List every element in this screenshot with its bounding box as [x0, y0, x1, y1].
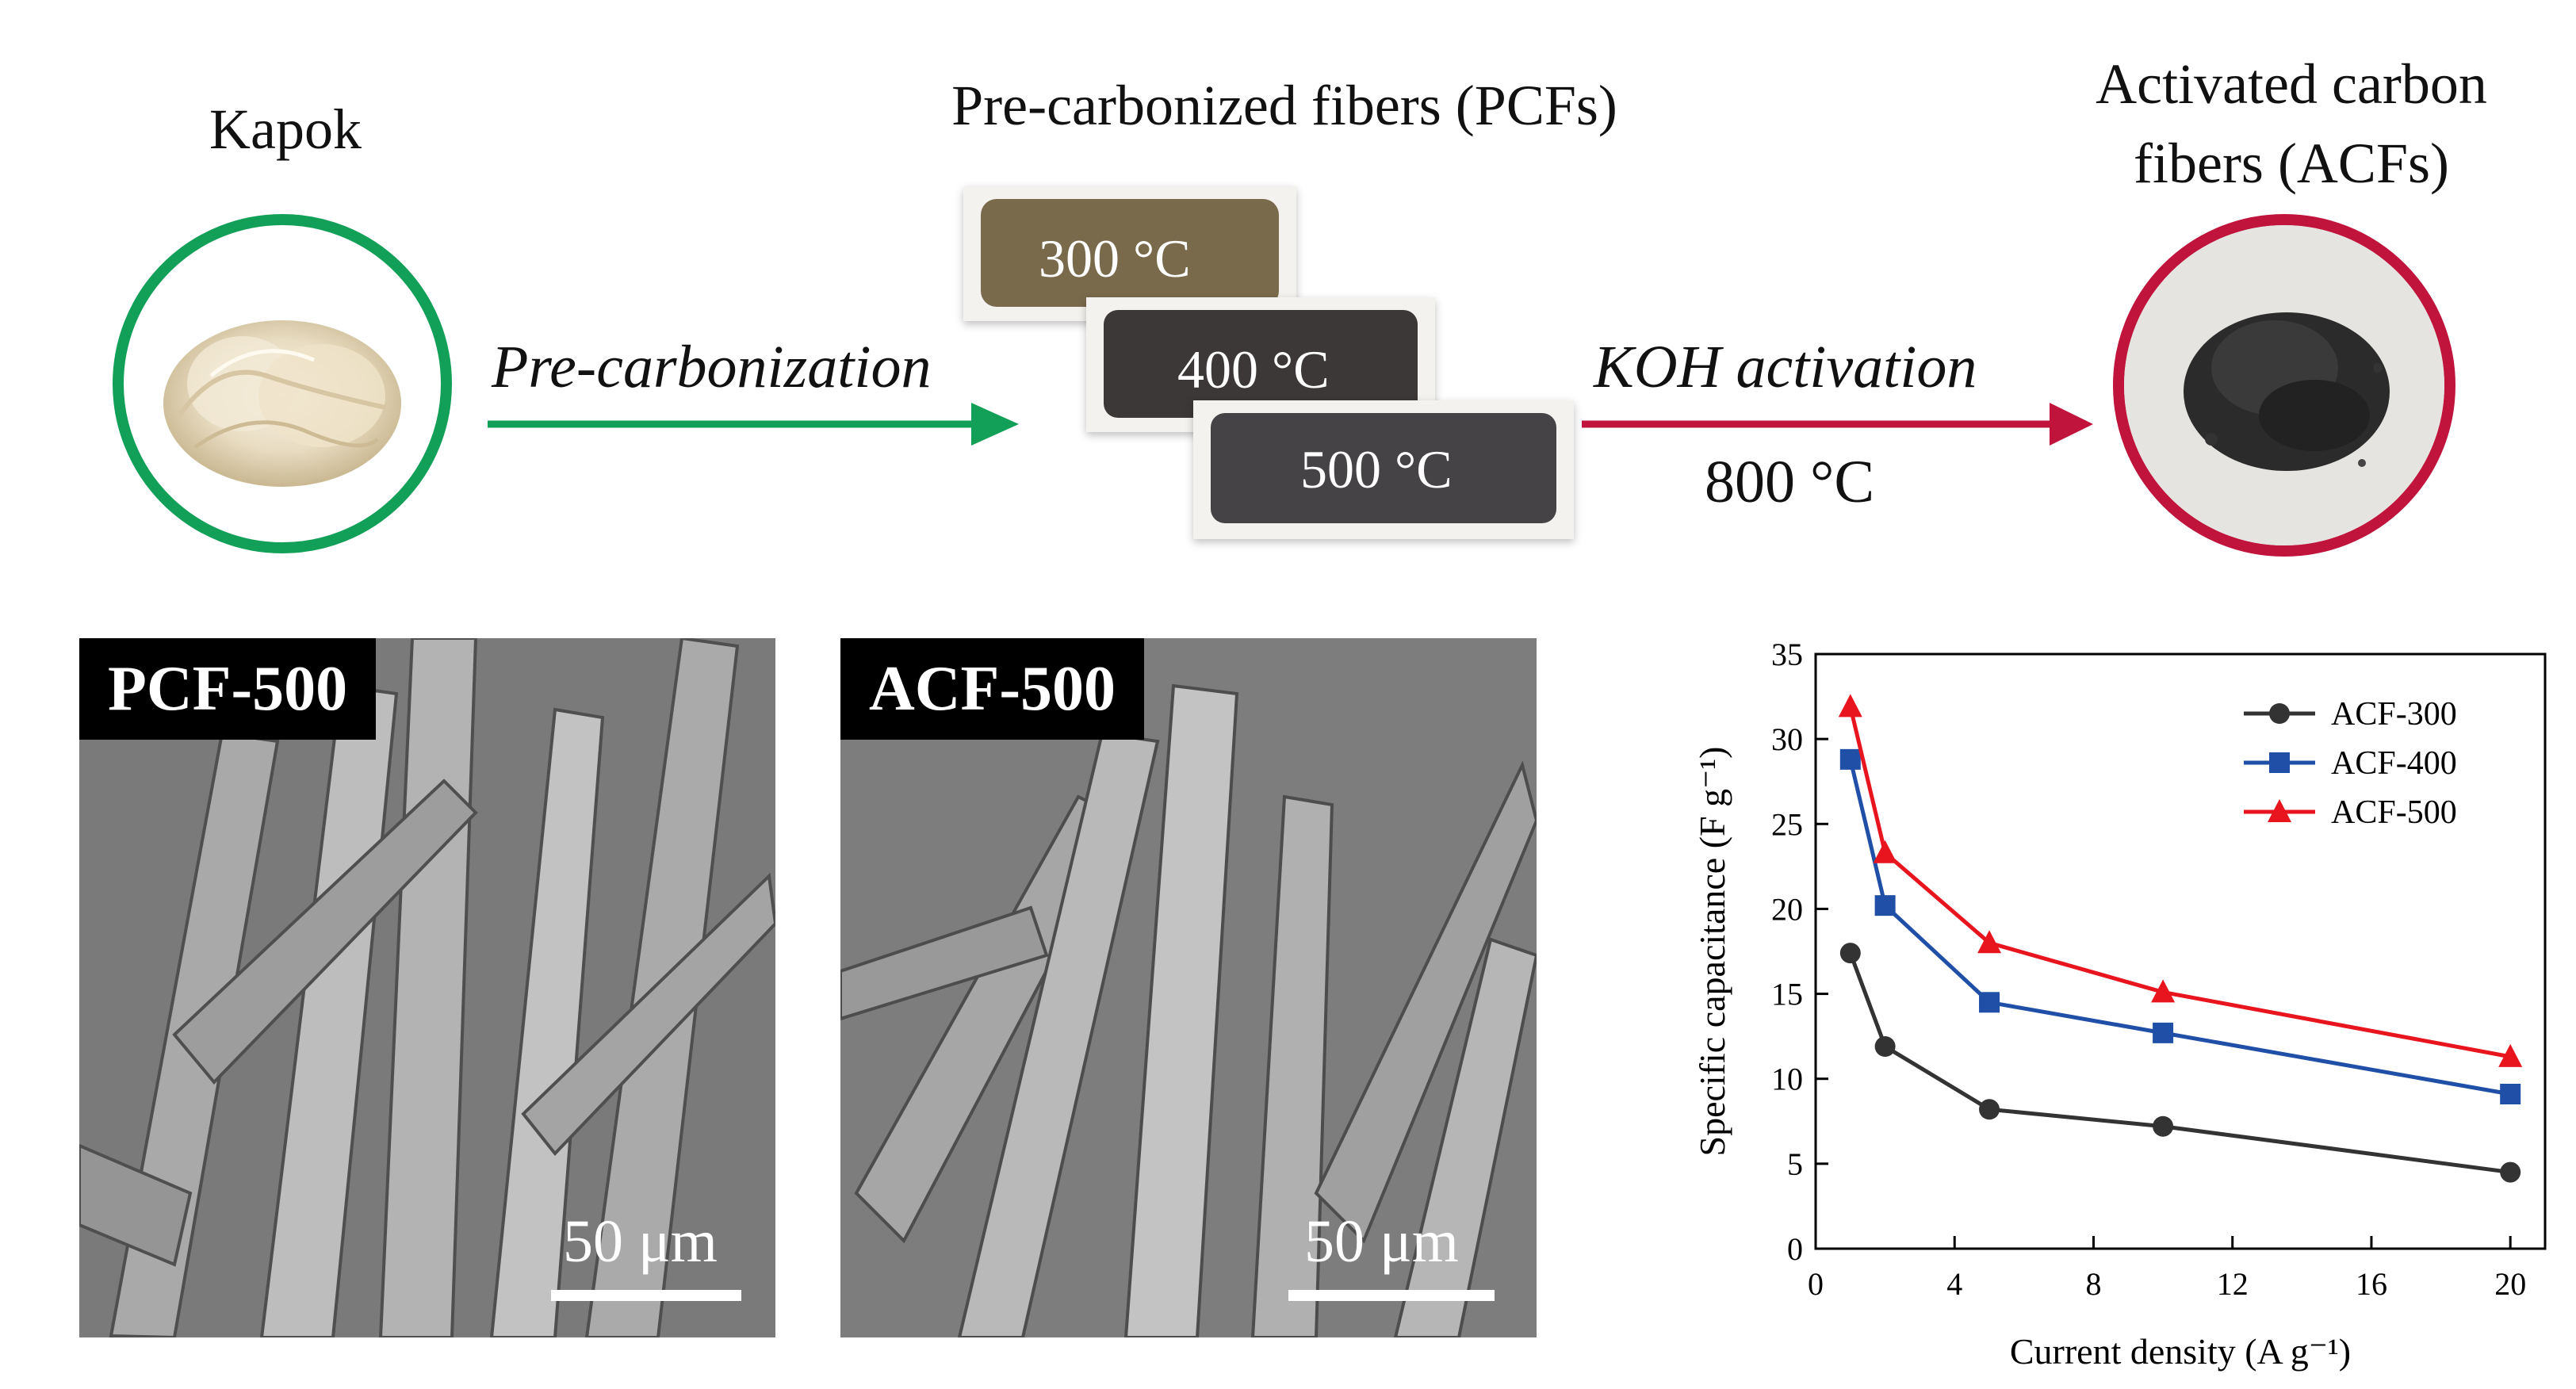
data-point-acf-400: [2500, 1084, 2521, 1104]
tray-500: 500 °C: [1193, 400, 1574, 539]
y-tick-label: 10: [1771, 1062, 1803, 1097]
data-point-acf-400: [1979, 992, 2000, 1013]
legend-marker-acf-300: [2269, 703, 2290, 724]
data-point-acf-400: [1839, 748, 1861, 770]
data-point-acf-300: [1839, 943, 1861, 964]
y-tick-label: 5: [1787, 1146, 1803, 1182]
sem-image-pcf-500: PCF-500 50 μm: [79, 638, 775, 1337]
data-point-acf-500: [1838, 694, 1862, 717]
legend-marker-acf-400: [2269, 752, 2290, 773]
x-tick-label: 8: [2085, 1266, 2101, 1302]
koh-activation-label: KOH activation: [1594, 334, 1977, 400]
legend-label-acf-500: ACF-500: [2331, 794, 2457, 831]
acf-title-line1: Activated carbon: [2096, 52, 2487, 116]
sem-fibers-pcf: [79, 638, 775, 1337]
pcf-title: Pre-carbonized fibers (PCFs): [951, 74, 1617, 137]
scale-text-pcf: 50 μm: [563, 1208, 718, 1275]
data-point-acf-500: [2151, 979, 2176, 1003]
x-tick-label: 0: [1808, 1266, 1824, 1302]
series-line-acf-300: [1848, 952, 2511, 1175]
tray-500-label: 500 °C: [1300, 439, 1453, 499]
x-axis-label: Current density (A g⁻¹): [2010, 1331, 2351, 1372]
data-point-acf-300: [1979, 1099, 2000, 1120]
data-point-acf-500: [1977, 930, 2002, 954]
data-point-acf-300: [1874, 1036, 1896, 1057]
x-tick-label: 12: [2217, 1266, 2249, 1302]
data-point-acf-500: [2498, 1043, 2523, 1067]
sem-fibers-acf: [840, 638, 1537, 1337]
x-tick-label: 16: [2356, 1266, 2387, 1302]
capacitance-chart: 0 4 8 12 16 20 0 5 10 15 20 25 30 35 Current density (…: [1692, 637, 2547, 1372]
kapok-fiber-image: [163, 320, 401, 487]
sem-label-pcf: PCF-500: [79, 638, 377, 740]
acf-title-line2: fibers (ACFs): [2134, 132, 2449, 195]
data-point-acf-300: [2153, 1115, 2174, 1137]
sem-label-acf: ACF-500: [840, 638, 1145, 740]
y-tick-label: 30: [1771, 721, 1803, 757]
x-tick-label: 4: [1946, 1266, 1962, 1302]
x-tick-label: 20: [2494, 1266, 2526, 1302]
acf-photo: [2113, 214, 2455, 557]
data-point-acf-400: [2153, 1022, 2174, 1043]
legend-label-acf-300: ACF-300: [2331, 696, 2457, 733]
sem-image-acf-500: ACF-500 50 μm: [840, 638, 1537, 1337]
scale-bar-pcf: [551, 1290, 741, 1301]
y-tick-label: 25: [1771, 806, 1803, 842]
y-tick-label: 35: [1771, 637, 1803, 672]
legend-marker-acf-500: [2268, 799, 2291, 822]
pre-carbonization-arrow: [488, 403, 1019, 446]
scale-bar-acf: [1288, 1290, 1495, 1301]
kapok-label: Kapok: [209, 98, 362, 161]
kapok-photo: [113, 214, 452, 553]
legend-label-acf-400: ACF-400: [2331, 745, 2457, 782]
data-point-acf-400: [1874, 895, 1896, 916]
activation-temperature: 800 °C: [1705, 449, 1875, 515]
data-point-acf-500: [1873, 840, 1897, 863]
acf-powder-image: [2124, 225, 2444, 545]
data-point-acf-300: [2500, 1161, 2521, 1183]
y-axis-label: Specific capacitance (F g⁻¹): [1692, 747, 1732, 1157]
tray-400-label: 400 °C: [1177, 339, 1330, 400]
scale-text-acf: 50 μm: [1304, 1208, 1459, 1275]
tray-300-label: 300 °C: [1039, 228, 1191, 289]
y-tick-label: 20: [1771, 891, 1803, 927]
y-tick-label: 0: [1787, 1231, 1803, 1267]
plot-frame: [1814, 652, 2547, 1250]
y-tick-label: 15: [1771, 977, 1803, 1012]
koh-activation-arrow: [1582, 403, 2093, 446]
pre-carbonization-label: Pre-carbonization: [492, 334, 932, 400]
